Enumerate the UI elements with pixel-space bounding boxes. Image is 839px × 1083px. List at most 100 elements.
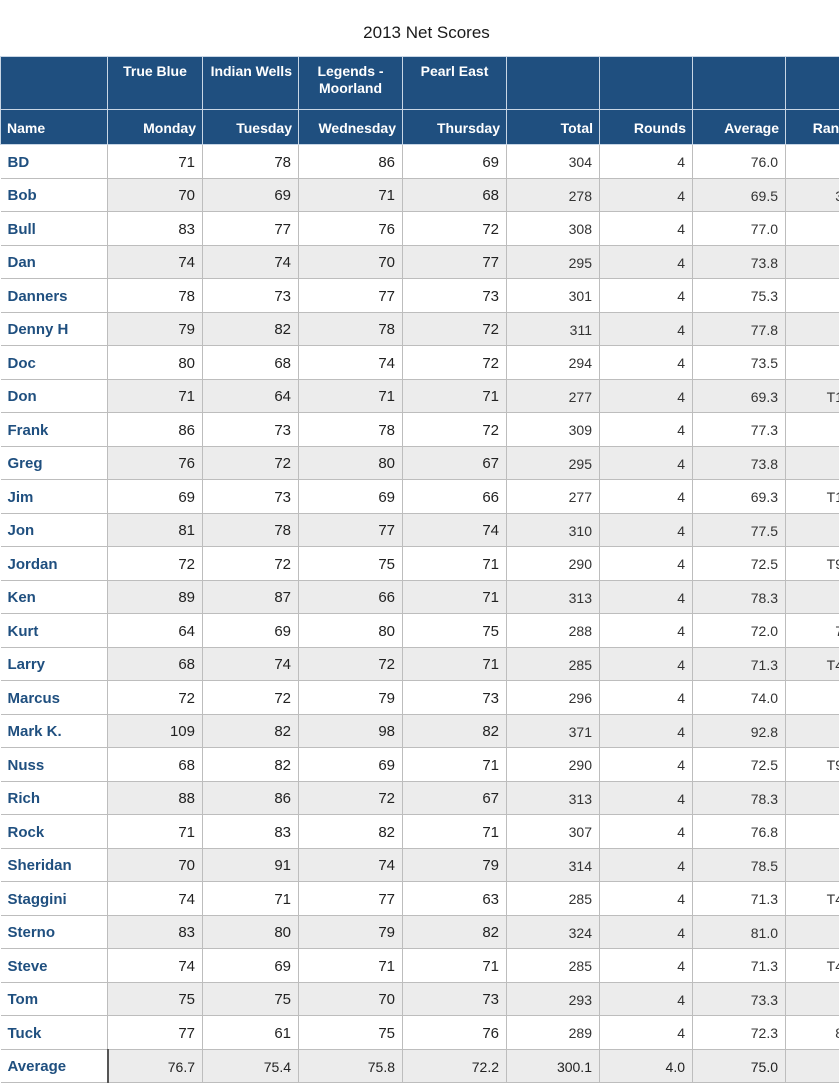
wed-cell[interactable]: 80 (299, 446, 403, 480)
thu-cell[interactable]: 72 (403, 212, 507, 246)
rounds-cell[interactable]: 4 (600, 848, 693, 882)
rank-cell[interactable] (786, 915, 839, 949)
wed-cell[interactable]: 82 (299, 815, 403, 849)
avg-cell[interactable]: 71.3 (693, 882, 786, 916)
total-cell[interactable]: 311 (507, 312, 600, 346)
row-name-cell[interactable]: Staggini (1, 882, 108, 916)
mon-cell[interactable]: 71 (108, 379, 203, 413)
rounds-cell[interactable]: 4 (600, 681, 693, 715)
row-name-cell[interactable]: Mark K. (1, 714, 108, 748)
rank-cell[interactable] (786, 346, 839, 380)
total-cell[interactable]: 285 (507, 949, 600, 983)
wed-cell[interactable]: 86 (299, 145, 403, 179)
tue-cell[interactable]: 73 (203, 413, 299, 447)
thu-cell[interactable]: 66 (403, 480, 507, 514)
total-cell[interactable]: 293 (507, 982, 600, 1016)
thu-cell[interactable]: 63 (403, 882, 507, 916)
course-header-cell[interactable]: Indian Wells (203, 57, 299, 110)
rank-cell[interactable] (786, 279, 839, 313)
total-cell[interactable]: 278 (507, 178, 600, 212)
wed-cell[interactable]: 69 (299, 480, 403, 514)
rank-cell[interactable] (786, 982, 839, 1016)
wed-cell[interactable]: 79 (299, 681, 403, 715)
row-name-cell[interactable]: Greg (1, 446, 108, 480)
total-cell[interactable]: 314 (507, 848, 600, 882)
mon-cell[interactable]: 75 (108, 982, 203, 1016)
tue-cell[interactable]: 69 (203, 178, 299, 212)
tue-cell[interactable]: 77 (203, 212, 299, 246)
avg-cell[interactable]: 69.3 (693, 379, 786, 413)
course-header-cell[interactable] (507, 57, 600, 110)
avg-cell[interactable]: 72.0 (693, 614, 786, 648)
avg-cell[interactable]: 78.3 (693, 781, 786, 815)
wed-cell[interactable]: 98 (299, 714, 403, 748)
tue-cell[interactable]: 75 (203, 982, 299, 1016)
course-header-cell[interactable]: Legends - Moorland (299, 57, 403, 110)
rounds-cell[interactable]: 4 (600, 446, 693, 480)
course-header-cell[interactable] (693, 57, 786, 110)
mon-cell[interactable]: 68 (108, 647, 203, 681)
tue-cell[interactable]: 72 (203, 681, 299, 715)
rank-cell[interactable] (786, 781, 839, 815)
mon-cell[interactable]: 77 (108, 1016, 203, 1050)
thu-cell[interactable]: 69 (403, 145, 507, 179)
wed-cell[interactable]: 79 (299, 915, 403, 949)
row-name-cell[interactable]: Tuck (1, 1016, 108, 1050)
row-name-cell[interactable]: Steve (1, 949, 108, 983)
tue-cell[interactable]: 69 (203, 949, 299, 983)
rounds-cell[interactable]: 4 (600, 781, 693, 815)
total-cell[interactable]: 304 (507, 145, 600, 179)
wed-cell[interactable]: 78 (299, 413, 403, 447)
wed-cell[interactable]: 78 (299, 312, 403, 346)
mon-cell[interactable]: 80 (108, 346, 203, 380)
average-cell[interactable]: 75.4 (203, 1049, 299, 1083)
mon-cell[interactable]: 83 (108, 915, 203, 949)
tue-cell[interactable]: 72 (203, 547, 299, 581)
avg-cell[interactable]: 92.8 (693, 714, 786, 748)
rounds-cell[interactable]: 4 (600, 178, 693, 212)
rank-cell[interactable]: T4 (786, 647, 839, 681)
tue-cell[interactable]: 78 (203, 513, 299, 547)
rank-cell[interactable]: T9 (786, 748, 839, 782)
thu-cell[interactable]: 72 (403, 346, 507, 380)
tue-cell[interactable]: 74 (203, 245, 299, 279)
total-cell[interactable]: 324 (507, 915, 600, 949)
avg-cell[interactable]: 81.0 (693, 915, 786, 949)
row-name-cell[interactable]: Sterno (1, 915, 108, 949)
avg-cell[interactable]: 69.5 (693, 178, 786, 212)
average-cell[interactable]: 4.0 (600, 1049, 693, 1083)
column-header-cell[interactable]: Name (1, 110, 108, 145)
total-cell[interactable]: 277 (507, 480, 600, 514)
rank-cell[interactable] (786, 145, 839, 179)
average-cell[interactable]: 72.2 (403, 1049, 507, 1083)
row-name-cell[interactable]: Bull (1, 212, 108, 246)
average-cell[interactable]: 300.1 (507, 1049, 600, 1083)
column-header-cell[interactable]: Average (693, 110, 786, 145)
avg-cell[interactable]: 76.0 (693, 145, 786, 179)
row-name-cell[interactable]: Frank (1, 413, 108, 447)
rounds-cell[interactable]: 4 (600, 312, 693, 346)
row-name-cell[interactable]: Dan (1, 245, 108, 279)
thu-cell[interactable]: 73 (403, 982, 507, 1016)
mon-cell[interactable]: 70 (108, 848, 203, 882)
mon-cell[interactable]: 72 (108, 681, 203, 715)
thu-cell[interactable]: 77 (403, 245, 507, 279)
rounds-cell[interactable]: 4 (600, 245, 693, 279)
tue-cell[interactable]: 73 (203, 279, 299, 313)
column-header-cell[interactable]: Tuesday (203, 110, 299, 145)
thu-cell[interactable]: 75 (403, 614, 507, 648)
course-header-cell[interactable] (600, 57, 693, 110)
rounds-cell[interactable]: 4 (600, 748, 693, 782)
thu-cell[interactable]: 71 (403, 580, 507, 614)
row-name-cell[interactable]: Bob (1, 178, 108, 212)
rank-cell[interactable]: T4 (786, 882, 839, 916)
mon-cell[interactable]: 72 (108, 547, 203, 581)
rounds-cell[interactable]: 4 (600, 279, 693, 313)
total-cell[interactable]: 296 (507, 681, 600, 715)
rounds-cell[interactable]: 4 (600, 145, 693, 179)
total-cell[interactable]: 290 (507, 547, 600, 581)
wed-cell[interactable]: 76 (299, 212, 403, 246)
average-cell[interactable]: 75.8 (299, 1049, 403, 1083)
avg-cell[interactable]: 77.5 (693, 513, 786, 547)
wed-cell[interactable]: 72 (299, 781, 403, 815)
